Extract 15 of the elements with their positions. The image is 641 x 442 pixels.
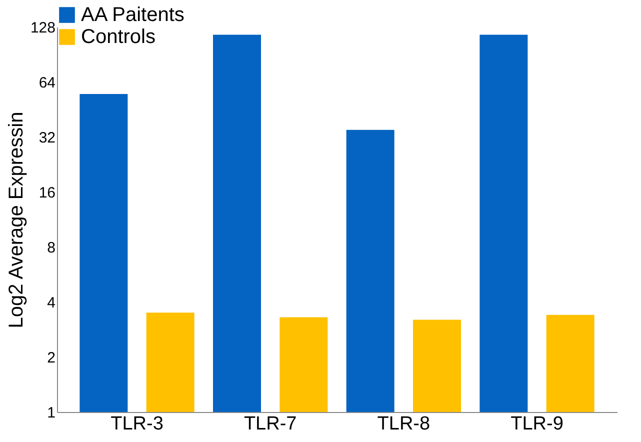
x-tick-label: TLR-7 [244,414,297,434]
y-tick-label: 1 [47,404,56,422]
x-tick-label: TLR-9 [510,414,564,434]
x-tick-label: TLR-3 [110,414,164,434]
y-tick-label: 8 [47,240,56,256]
y-axis-title: Log2 Average Expressin [5,112,28,328]
x-tick-label: TLR-8 [377,414,430,434]
y-tick-label: 64 [38,74,56,92]
y-tick-label: 4 [47,294,56,312]
y-tick-label: 128 [30,20,56,36]
y-tick-label: 32 [38,130,56,146]
y-tick-label: 16 [38,184,56,202]
legend-label: Controls [81,26,156,48]
y-tick-label: 2 [47,350,56,366]
legend-label: AA Paitents [81,4,184,26]
